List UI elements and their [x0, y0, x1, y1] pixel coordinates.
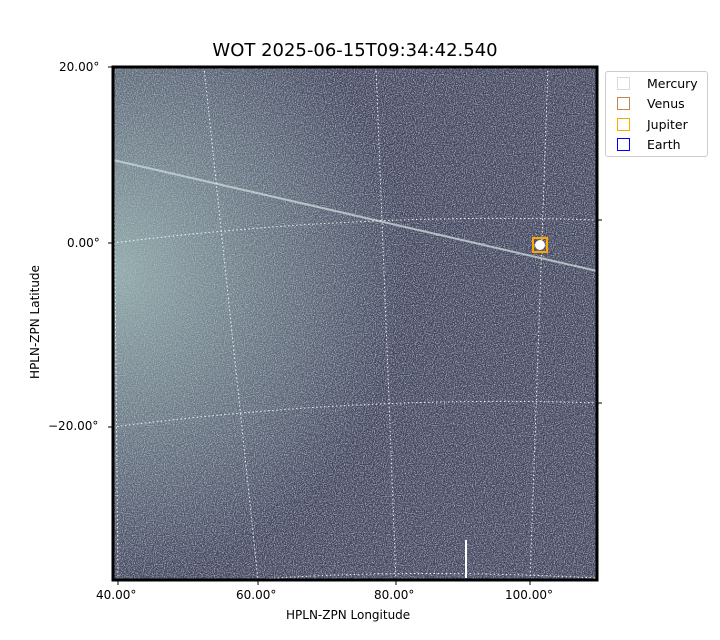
y-tick-label: 0.00°	[67, 236, 100, 250]
legend-item-jupiter: Jupiter	[617, 115, 688, 133]
grid-lat-minus40	[249, 572, 598, 581]
legend-swatch	[617, 117, 630, 131]
jupiter-marker	[532, 237, 548, 253]
legend-label: Jupiter	[647, 116, 688, 132]
legend: Mercury Venus Jupiter Earth	[605, 71, 708, 157]
x-tick-label: 40.00°	[96, 588, 137, 602]
y-tick-label: 20.00°	[59, 60, 100, 74]
legend-swatch	[617, 137, 630, 151]
legend-label: Venus	[647, 95, 685, 111]
comet-streak	[112, 159, 598, 272]
legend-item-mercury: Mercury	[617, 74, 698, 92]
grid	[112, 66, 598, 581]
jupiter-object	[535, 240, 545, 250]
grid-lat-minus20	[112, 400, 598, 428]
grid-lon-80	[375, 66, 397, 581]
axes-frame	[111, 65, 599, 582]
legend-label: Earth	[647, 136, 681, 152]
legend-swatch	[617, 76, 630, 90]
legend-item-earth: Earth	[617, 135, 681, 153]
x-tick-label: 100.00°	[505, 588, 553, 602]
chart-title: WOT 2025-06-15T09:34:42.540	[212, 40, 498, 61]
grid-lon-40	[112, 66, 119, 581]
grid-lon-100	[529, 66, 549, 581]
x-axis-label: HPLN-ZPN Longitude	[286, 608, 411, 622]
y-axis-label: HPLN-ZPN Latitude	[28, 265, 42, 379]
x-tick-label: 80.00°	[374, 588, 415, 602]
y-tick-label: −20.00°	[48, 419, 99, 433]
x-tick-label: 60.00°	[236, 588, 277, 602]
legend-swatch	[617, 96, 630, 110]
legend-label: Mercury	[647, 75, 698, 91]
grid-lat-0	[112, 217, 598, 244]
legend-item-venus: Venus	[617, 94, 685, 112]
image-glow	[113, 67, 597, 580]
